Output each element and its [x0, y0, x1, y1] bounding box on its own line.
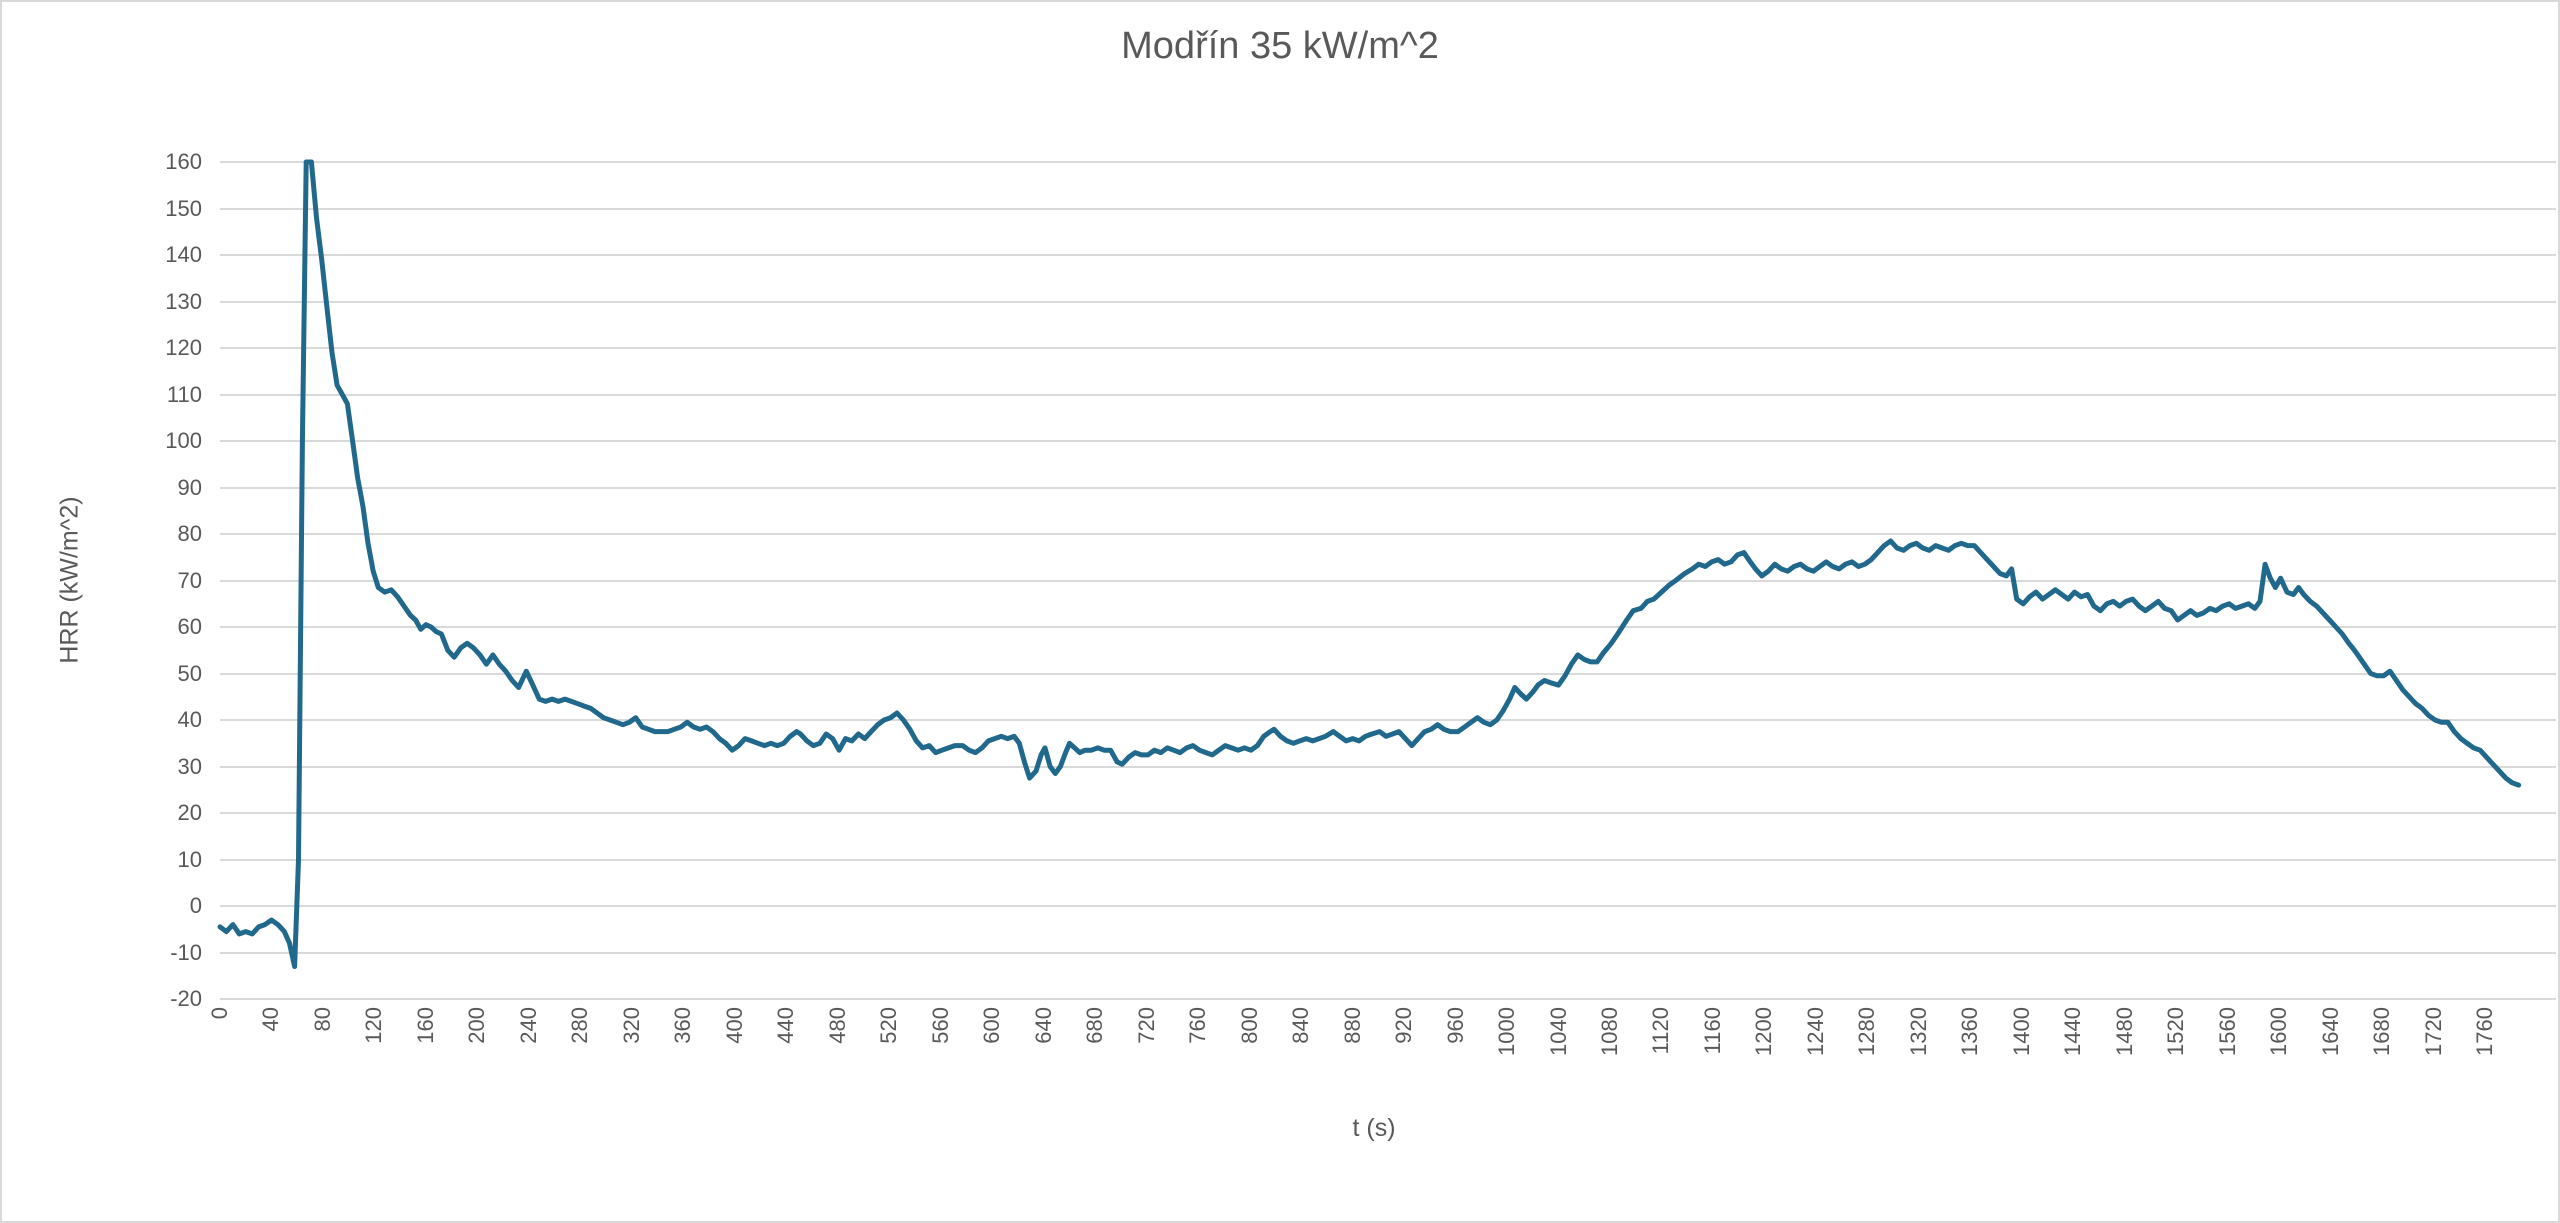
gridline-y-130	[220, 300, 2556, 303]
y-tick-label-130: 130	[165, 288, 202, 314]
y-tick-label-10: 10	[177, 846, 202, 872]
x-tick-label-1200: 1200	[1751, 1007, 1777, 1056]
y-tick-label-50: 50	[177, 660, 202, 686]
plot-area	[217, 159, 2522, 969]
x-tick-label-1720: 1720	[2420, 1007, 2446, 1056]
x-tick-label-1600: 1600	[2266, 1007, 2292, 1056]
x-tick-label-1520: 1520	[2163, 1007, 2189, 1056]
y-axis-title: HRR (kW/m^2)	[55, 496, 84, 664]
x-tick-label-400: 400	[721, 1007, 747, 1044]
x-tick-label-1160: 1160	[1699, 1007, 1725, 1055]
y-tick-label-150: 150	[165, 195, 202, 221]
y-tick-label-30: 30	[177, 753, 202, 779]
y-tick-label-110: 110	[166, 381, 202, 407]
chart-title: Modřín 35 kW/m^2	[1121, 25, 1439, 67]
gridline-y-50	[220, 672, 2556, 675]
gridline-y-120	[220, 347, 2556, 349]
x-tick-label-1000: 1000	[1494, 1007, 1520, 1056]
gridline-y-140	[220, 254, 2556, 256]
x-tick-label-1240: 1240	[1802, 1007, 1828, 1056]
x-axis-title: t (s)	[1352, 1114, 1396, 1142]
gridline-y-100	[220, 440, 2556, 442]
y-tick-label-70: 70	[177, 567, 202, 593]
x-tick-label-960: 960	[1442, 1007, 1468, 1044]
y-tick-label-160: 160	[165, 149, 202, 174]
x-tick-label-1120: 1120	[1648, 1007, 1674, 1055]
x-tick-label-120: 120	[361, 1007, 387, 1044]
x-tick-label-280: 280	[567, 1007, 593, 1044]
x-tick-label-1680: 1680	[2369, 1007, 2395, 1056]
y-tick-label-80: 80	[177, 521, 202, 546]
y-tick-label-100: 100	[165, 428, 202, 453]
gridline-y-70	[220, 579, 2556, 582]
x-tick-label-1320: 1320	[1905, 1007, 1931, 1056]
x-tick-label-0: 0	[207, 1007, 232, 1020]
gridline-y-160	[220, 161, 2556, 163]
gridline-y-40	[220, 719, 2556, 721]
x-tick-label-360: 360	[670, 1007, 696, 1044]
x-tick-label-440: 440	[773, 1007, 799, 1044]
x-tick-label-520: 520	[876, 1007, 902, 1044]
x-tick-label-1440: 1440	[2060, 1007, 2086, 1056]
x-tick-label-600: 600	[979, 1007, 1005, 1044]
x-tick-label-1640: 1640	[2317, 1007, 2343, 1056]
x-tick-label-1560: 1560	[2214, 1007, 2240, 1056]
y-tick-label-20: 20	[177, 800, 202, 825]
x-tick-label-320: 320	[618, 1007, 644, 1044]
y-tick-label-0: 0	[189, 893, 202, 918]
x-tick-label-1400: 1400	[2008, 1007, 2034, 1056]
y-tick-label-120: 120	[165, 335, 202, 360]
x-tick-label-480: 480	[824, 1007, 850, 1044]
gridline-y-0	[220, 905, 2556, 907]
gridline-y-20	[220, 812, 2556, 814]
gridline-y-110	[220, 393, 2556, 396]
x-tick-label-1040: 1040	[1545, 1007, 1571, 1056]
y-tick-label-60: 60	[177, 614, 202, 639]
y-tick-label--10: -10	[170, 939, 202, 965]
gridline-y-150	[220, 207, 2556, 210]
x-tick-label-880: 880	[1339, 1007, 1365, 1044]
hrr-series-line	[217, 159, 2522, 969]
x-tick-label-1080: 1080	[1597, 1007, 1623, 1056]
x-tick-label-760: 760	[1185, 1007, 1211, 1044]
gridline-y--20	[220, 998, 2556, 1000]
x-tick-label-1360: 1360	[1957, 1007, 1983, 1056]
x-tick-label-720: 720	[1133, 1007, 1159, 1044]
gridline-y-10	[220, 858, 2556, 861]
x-tick-label-1760: 1760	[2472, 1007, 2498, 1056]
x-tick-label-640: 640	[1030, 1007, 1056, 1044]
x-tick-label-920: 920	[1391, 1007, 1417, 1044]
y-tick-label-140: 140	[165, 242, 202, 267]
gridline-y-80	[220, 533, 2556, 535]
x-tick-label-800: 800	[1236, 1007, 1262, 1044]
x-tick-label-160: 160	[412, 1007, 438, 1044]
y-tick-label-90: 90	[177, 474, 202, 500]
x-tick-label-240: 240	[515, 1007, 541, 1044]
x-tick-label-200: 200	[464, 1007, 490, 1044]
gridline-y-90	[220, 486, 2556, 489]
gridline-y-30	[220, 765, 2556, 768]
x-tick-label-560: 560	[927, 1007, 953, 1044]
y-tick-label-40: 40	[177, 707, 202, 732]
x-tick-label-40: 40	[258, 1007, 284, 1032]
gridline-y--10	[220, 951, 2556, 954]
gridline-y-60	[220, 626, 2556, 628]
x-tick-label-80: 80	[309, 1007, 335, 1032]
x-tick-label-1280: 1280	[1854, 1007, 1880, 1056]
x-tick-label-1480: 1480	[2111, 1007, 2137, 1056]
y-tick-label--20: -20	[170, 986, 202, 1011]
x-tick-label-840: 840	[1288, 1007, 1314, 1044]
x-tick-label-680: 680	[1082, 1007, 1108, 1044]
